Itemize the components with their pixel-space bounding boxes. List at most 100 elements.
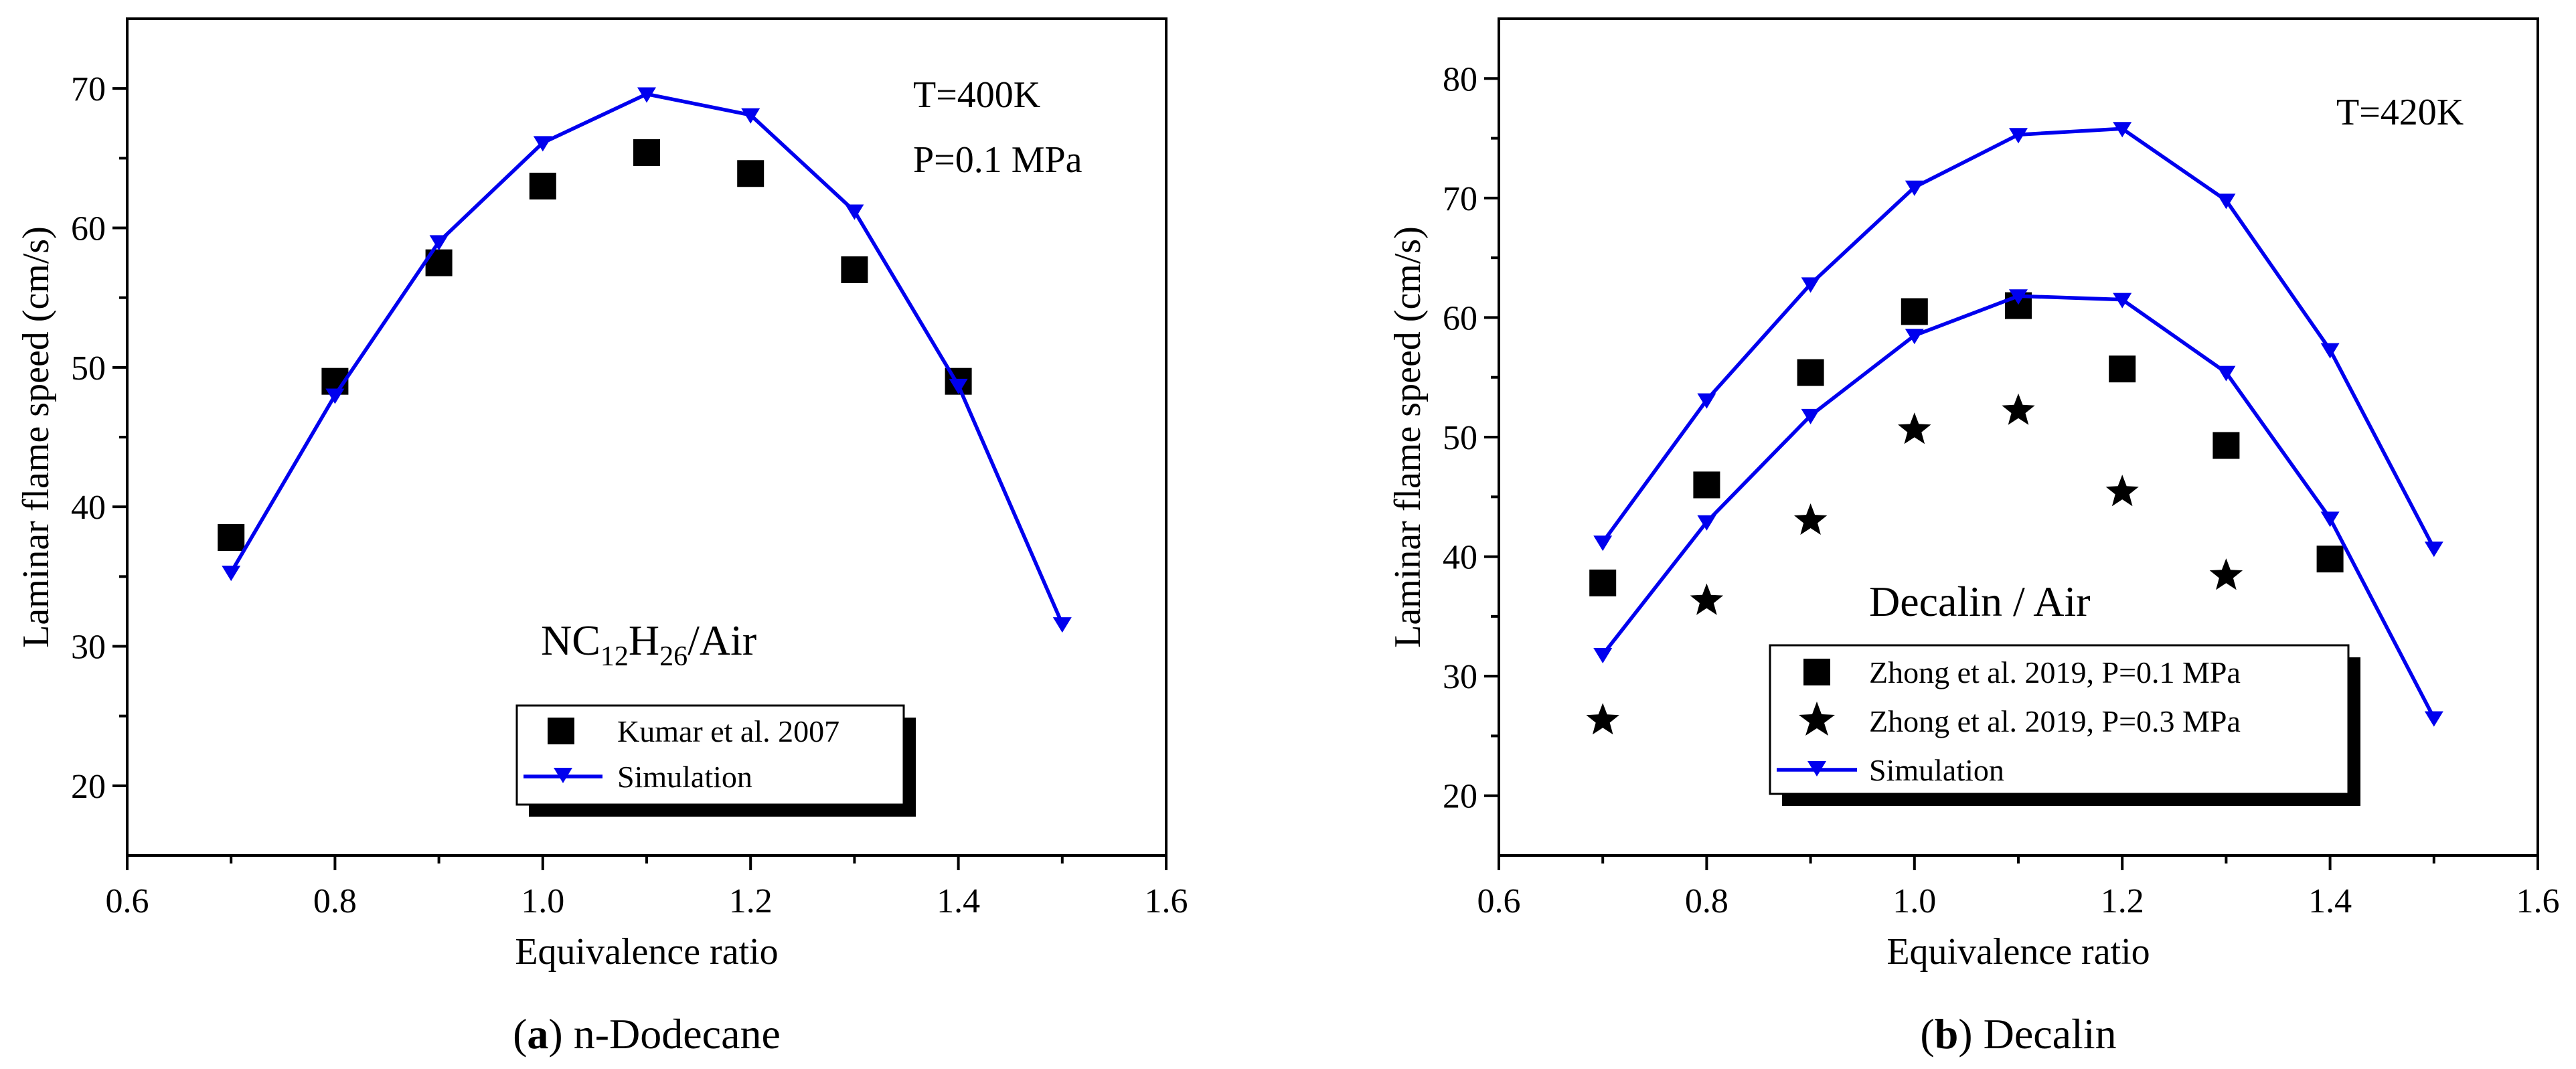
species-label-post: /Air [688, 616, 756, 664]
y-tick-label-b-4: 60 [1443, 299, 1477, 337]
species-label-pre: NC [541, 616, 600, 664]
square-point-b-0-6 [2212, 432, 2240, 459]
x-tick-label-a-3: 1.2 [729, 882, 773, 920]
mixture-label: Decalin / Air [1869, 578, 2091, 625]
legend-star-marker-b [1799, 702, 1835, 736]
legend-a: Kumar et al. 2007 Simulation [515, 704, 916, 817]
y-tick-label-b-1: 30 [1443, 658, 1477, 696]
x-tick-label-b-0: 0.6 [1477, 882, 1521, 920]
y-tick-label-a-4: 60 [71, 210, 106, 248]
triangle-point-a-1-7 [949, 378, 968, 394]
legend-box-a [515, 704, 905, 806]
square-point-b-0-5 [2109, 355, 2136, 383]
x-tick-label-a-4: 1.4 [937, 882, 980, 920]
legend-label-kumar: Kumar et al. 2007 [617, 714, 839, 748]
triangle-point-b-2-1 [1697, 393, 1716, 409]
x-tick-label-a-5: 1.6 [1145, 882, 1188, 920]
series-a-1 [222, 87, 1072, 633]
square-point-a-0-3 [529, 173, 556, 199]
x-axis-title-b: Equivalence ratio [1886, 931, 2150, 973]
triangle-point-b-2-4 [2009, 128, 2028, 144]
legend-label-simulation-b: Simulation [1869, 753, 2004, 787]
y-tick-label-a-5: 70 [71, 70, 106, 108]
y-tick-label-b-2: 40 [1443, 539, 1477, 577]
y-ticks-a: 20 30 40 50 60 70 [71, 70, 127, 806]
triangle-point-b-3-5 [2113, 293, 2132, 309]
triangle-point-b-2-6 [2217, 193, 2236, 210]
species-label-mid: H [629, 616, 659, 664]
triangle-point-a-1-8 [1052, 617, 1072, 633]
legend-label-simulation-a: Simulation [617, 760, 752, 794]
y-tick-label-b-6: 80 [1443, 60, 1477, 98]
triangle-point-b-2-2 [1801, 277, 1820, 293]
triangle-point-b-3-0 [1593, 648, 1613, 663]
triangle-point-b-3-3 [1905, 329, 1924, 345]
star-point-b-1-2 [1793, 503, 1828, 535]
triangle-point-b-2-5 [2113, 122, 2132, 138]
species-label: NC12H26/Air [541, 616, 756, 672]
star-point-b-1-6 [2209, 558, 2243, 590]
legend-label-zhong-01: Zhong et al. 2019, P=0.1 MPa [1869, 655, 2241, 689]
square-point-a-0-0 [218, 524, 245, 551]
x-tick-label-b-3: 1.2 [2101, 882, 2144, 920]
triangle-point-b-3-7 [2320, 511, 2340, 527]
triangle-point-a-1-0 [222, 566, 241, 582]
x-tick-label-b-1: 0.8 [1685, 882, 1728, 920]
x-ticks-b: 0.6 0.8 1.0 1.2 1.4 1.6 [1477, 855, 2560, 920]
triangle-point-b-3-6 [2217, 365, 2236, 382]
triangle-point-b-3-1 [1697, 515, 1716, 531]
pressure-annotation-a: P=0.1 MPa [913, 139, 1082, 181]
x-tick-label-b-4: 1.4 [2308, 882, 2352, 920]
star-point-b-1-3 [1898, 412, 1931, 444]
y-tick-label-a-2: 40 [71, 489, 106, 527]
star-point-b-1-0 [1586, 703, 1619, 735]
triangle-point-a-1-5 [741, 108, 760, 124]
triangle-point-a-1-2 [429, 235, 449, 251]
y-axis-title-a: Laminar flame speed (cm/s) [15, 226, 57, 648]
legend-sim-marker-a [554, 768, 572, 783]
triangle-point-b-3-2 [1801, 408, 1820, 424]
species-label-sub2: 26 [659, 641, 688, 672]
x-tick-label-b-2: 1.0 [1893, 882, 1936, 920]
caption-b: (b) Decalin [1920, 1010, 2116, 1058]
triangle-point-b-2-7 [2320, 343, 2340, 359]
legend-box-b [1769, 644, 2350, 795]
y-axis-title-b: Laminar flame speed (cm/s) [1387, 226, 1429, 648]
triangle-point-b-3-8 [2424, 711, 2443, 727]
square-point-b-0-2 [1797, 359, 1824, 386]
caption-text-b: ) Decalin [1958, 1010, 2116, 1058]
panel-b: 0.6 0.8 1.0 1.2 1.4 1.6 20 30 40 50 60 70 80 T=420K… [1387, 17, 2560, 1058]
simulation-line-b-2 [1601, 127, 2436, 550]
legend-label-zhong-03: Zhong et al. 2019, P=0.3 MPa [1869, 704, 2241, 738]
y-tick-label-a-0: 20 [71, 768, 106, 806]
y-ticks-b: 20 30 40 50 60 70 80 [1443, 60, 1499, 816]
triangle-point-b-2-3 [1905, 180, 1924, 196]
square-point-b-0-1 [1693, 471, 1720, 499]
legend-square-marker-b [1803, 659, 1830, 685]
legend-b: Zhong et al. 2019, P=0.1 MPa Zhong et al… [1769, 644, 2360, 806]
y-tick-label-a-3: 50 [71, 349, 106, 388]
temperature-annotation-a: T=400K [913, 74, 1040, 116]
temperature-annotation-b: T=420K [2336, 92, 2464, 133]
data-marks-a [218, 87, 1072, 633]
square-point-a-0-5 [737, 160, 764, 187]
legend-sim-marker-b [1807, 761, 1826, 776]
x-ticks-a: 0.6 0.8 1.0 1.2 1.4 1.6 [106, 855, 1188, 920]
star-point-b-1-5 [2105, 475, 2139, 507]
x-tick-label-a-1: 0.8 [313, 882, 357, 920]
caption-text-a: ) n-Dodecane [548, 1010, 780, 1058]
square-point-a-0-4 [633, 139, 660, 166]
legend-square-marker-a [548, 718, 574, 744]
series-b-2 [1593, 122, 2443, 558]
triangle-point-a-1-1 [325, 388, 345, 404]
x-axis-title-a: Equivalence ratio [515, 931, 778, 973]
square-point-b-0-3 [1901, 298, 1928, 325]
x-tick-label-b-5: 1.6 [2516, 882, 2560, 920]
series-b-1 [1586, 393, 2243, 735]
triangle-point-a-1-6 [845, 204, 864, 220]
y-tick-label-a-1: 30 [71, 629, 106, 667]
panel-a: 0.6 0.8 1.0 1.2 1.4 1.6 20 30 40 50 60 70 T=400K P… [15, 17, 1188, 1058]
triangle-point-b-2-0 [1593, 536, 1613, 552]
x-tick-label-a-2: 1.0 [521, 882, 564, 920]
